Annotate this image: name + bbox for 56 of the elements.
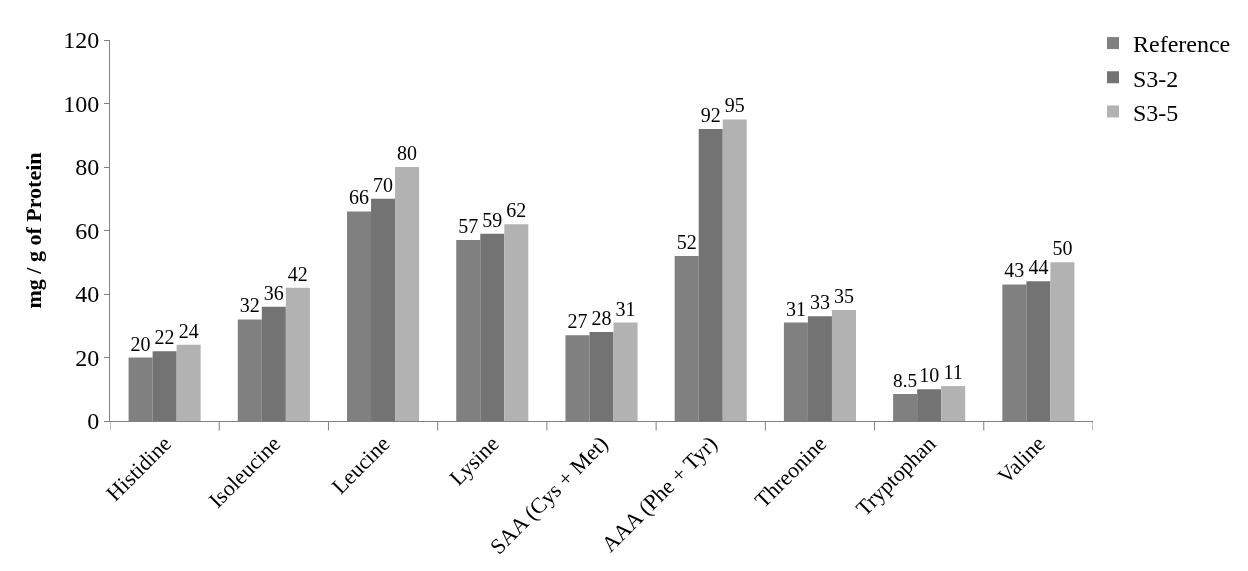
y-tick-label: 120: [63, 27, 100, 54]
data-label: 57: [458, 215, 479, 238]
bar: [722, 119, 747, 421]
data-label: 44: [1028, 256, 1049, 279]
data-label: 62: [506, 199, 527, 222]
data-label: 66: [349, 186, 370, 209]
y-tick-label: 20: [75, 344, 100, 371]
data-label: 70: [373, 173, 394, 196]
data-label: 95: [724, 94, 745, 117]
bar: [698, 128, 723, 421]
data-label: 27: [567, 310, 588, 333]
data-label: 50: [1052, 237, 1073, 260]
y-tick-label: 40: [75, 281, 100, 308]
data-label: 22: [154, 326, 175, 349]
bar: [152, 351, 177, 421]
data-label: 24: [178, 319, 199, 342]
legend-label: Reference: [1133, 31, 1231, 58]
bar: [941, 386, 966, 421]
data-label: 11: [943, 361, 963, 384]
data-label: 31: [785, 297, 806, 320]
y-axis-title: mg / g of Protein: [21, 152, 46, 309]
data-label: 10: [919, 364, 940, 387]
bar: [613, 322, 638, 421]
legend-label: S3-2: [1133, 65, 1179, 92]
data-label: 43: [1004, 259, 1025, 282]
y-tick-label: 0: [87, 408, 100, 435]
y-tick-label: 80: [75, 154, 100, 181]
legend-label: S3-5: [1133, 99, 1179, 126]
data-label: 33: [809, 291, 830, 314]
bar: [917, 389, 942, 421]
bar: [589, 332, 614, 421]
data-label: 42: [287, 262, 308, 285]
bar: [480, 233, 505, 421]
bar: [831, 309, 856, 421]
data-label: 31: [615, 297, 636, 320]
bar: [504, 224, 529, 421]
y-tick-label: 100: [63, 90, 100, 117]
data-label: 80: [397, 142, 418, 164]
bar: [261, 306, 286, 421]
data-label: 20: [130, 332, 151, 355]
data-label: 32: [239, 294, 260, 317]
data-label: 92: [700, 103, 721, 126]
bar: [285, 287, 310, 421]
bar: [176, 344, 201, 421]
data-label: 36: [263, 281, 284, 304]
bar: [1026, 281, 1051, 421]
bar: [1050, 262, 1075, 421]
bar: [395, 167, 420, 421]
y-tick-label: 60: [75, 217, 100, 244]
data-label: 28: [591, 307, 612, 330]
data-label: 35: [833, 284, 854, 307]
data-label: 52: [676, 230, 697, 253]
bar: [807, 316, 832, 421]
bar: [371, 198, 396, 421]
data-label: 8.5: [893, 370, 918, 392]
data-label: 59: [482, 208, 503, 231]
